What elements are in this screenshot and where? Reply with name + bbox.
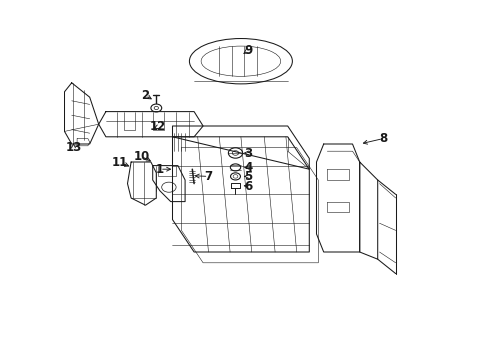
Text: 3: 3 bbox=[244, 147, 252, 159]
Text: 4: 4 bbox=[244, 161, 252, 174]
Text: 5: 5 bbox=[244, 170, 252, 183]
Text: 10: 10 bbox=[134, 150, 150, 163]
Text: 1: 1 bbox=[156, 163, 163, 176]
Text: 8: 8 bbox=[378, 132, 386, 145]
Text: 9: 9 bbox=[244, 44, 252, 57]
Text: 7: 7 bbox=[204, 170, 212, 183]
Text: 2: 2 bbox=[141, 89, 149, 102]
Text: 6: 6 bbox=[244, 180, 252, 193]
Text: 13: 13 bbox=[65, 141, 81, 154]
Text: 12: 12 bbox=[150, 120, 166, 133]
Text: 11: 11 bbox=[112, 156, 128, 169]
